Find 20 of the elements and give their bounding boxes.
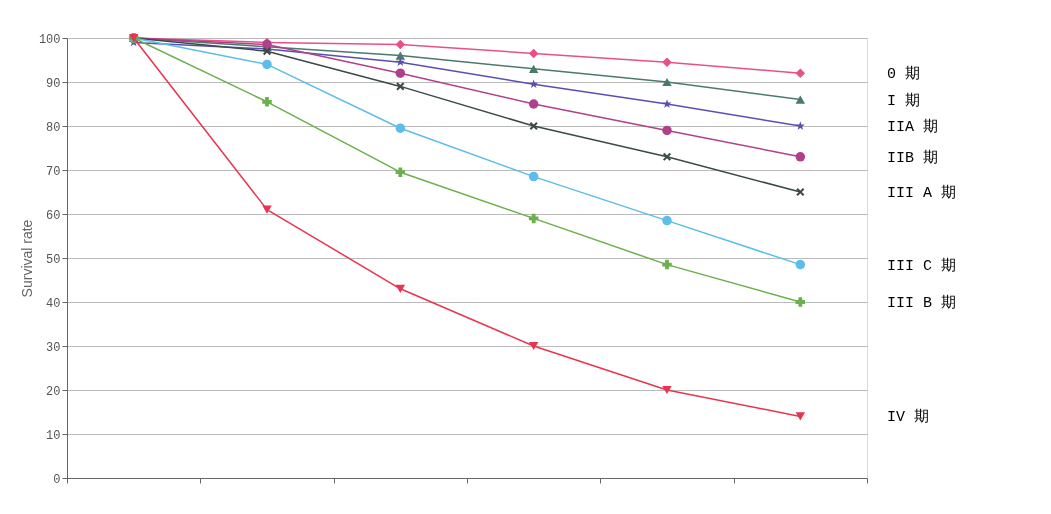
text: IV 期 (887, 408, 930, 427)
y-tick-label: 40 (46, 296, 61, 311)
text: IIA 期 (887, 118, 939, 136)
y-tick-label: 20 (46, 384, 61, 399)
y-tick-label: 10 (46, 428, 61, 443)
text: 0 期 (887, 65, 921, 84)
y-axis-title: Survival rate (18, 219, 35, 298)
text: III B 期 (887, 294, 957, 312)
y-tick-label: 60 (46, 208, 61, 223)
y-tick-label: 80 (46, 120, 61, 135)
y-tick-label: 0 (53, 472, 61, 487)
text: III A 期 (887, 184, 957, 202)
text: I 期 (887, 91, 921, 110)
text: IIB 期 (887, 148, 939, 167)
y-tick-label: 90 (46, 76, 61, 91)
y-tick-label: 50 (46, 252, 61, 267)
y-tick-label: 30 (46, 340, 61, 355)
text: III C 期 (887, 256, 957, 275)
y-tick-label: 100 (38, 32, 61, 47)
y-tick-label: 70 (46, 164, 61, 179)
